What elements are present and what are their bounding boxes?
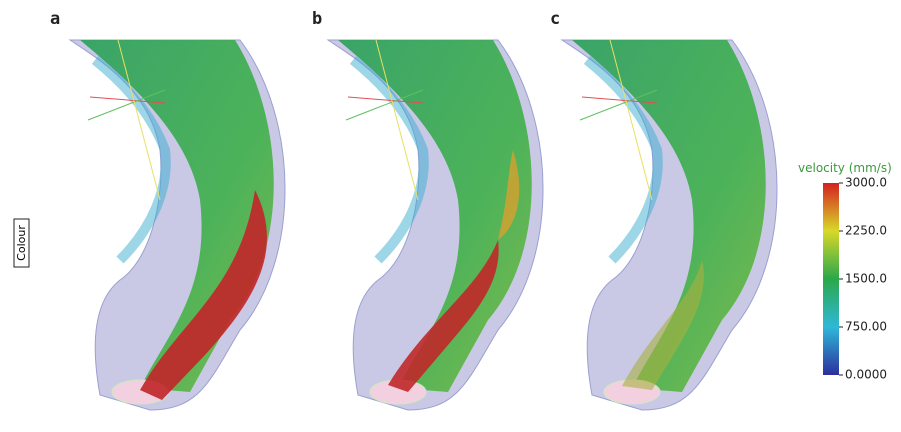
figure: a b c Colour velocity (mm/s) 3000.0 2250.… bbox=[0, 0, 901, 432]
tick-label: 1500.0 bbox=[845, 272, 887, 286]
panel-label: a bbox=[50, 9, 60, 29]
tick-label: 750.00 bbox=[845, 320, 887, 334]
panel-label: b bbox=[312, 9, 322, 29]
panel-label: c bbox=[550, 9, 560, 29]
colorbar bbox=[823, 183, 839, 375]
panel-b bbox=[328, 40, 543, 410]
tick-label: 2250.0 bbox=[845, 224, 887, 238]
tick-label: 0.0000 bbox=[845, 368, 887, 382]
side-label: Colour bbox=[14, 219, 29, 267]
side-label-text: Colour bbox=[15, 225, 28, 261]
colorbar-title: velocity (mm/s) bbox=[798, 161, 892, 175]
tick-label: 3000.0 bbox=[845, 176, 887, 190]
panel-c bbox=[562, 40, 777, 410]
colorbar-ticks: 3000.0 2250.0 1500.0 750.00 0.0000 bbox=[839, 176, 887, 382]
panel-a bbox=[70, 40, 285, 410]
